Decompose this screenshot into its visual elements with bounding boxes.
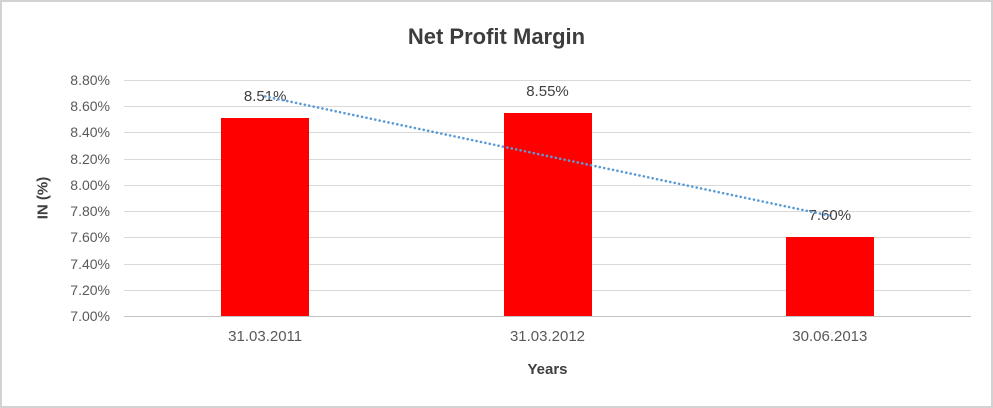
bar-data-label: 8.51% (243, 88, 287, 106)
y-tick-label: 8.80% (70, 72, 110, 88)
bar (503, 112, 592, 316)
y-tick-label: 8.20% (70, 151, 110, 167)
y-tick-label: 7.60% (70, 229, 110, 245)
y-tick-label: 7.00% (70, 308, 110, 324)
x-category-label: 31.03.2012 (509, 328, 586, 345)
x-category-label: 31.03.2011 (228, 328, 303, 345)
y-tick-label: 7.20% (70, 282, 110, 298)
y-tick-label: 8.60% (70, 98, 110, 114)
x-axis-line (124, 316, 971, 317)
x-axis-title: Years (527, 361, 568, 378)
bar (221, 118, 310, 316)
gridline (124, 80, 971, 81)
y-tick-label: 7.40% (70, 256, 110, 272)
y-tick-label: 8.00% (70, 177, 110, 193)
gridline (124, 106, 971, 107)
y-tick-label: 8.40% (70, 124, 110, 140)
bar (785, 237, 874, 316)
y-tick-label: 7.80% (70, 203, 110, 219)
bar-data-label: 7.60% (808, 207, 852, 225)
chart-title: Net Profit Margin (407, 24, 586, 49)
bar-data-label: 8.55% (526, 82, 569, 100)
x-category-label: 30.06.2013 (792, 328, 868, 345)
